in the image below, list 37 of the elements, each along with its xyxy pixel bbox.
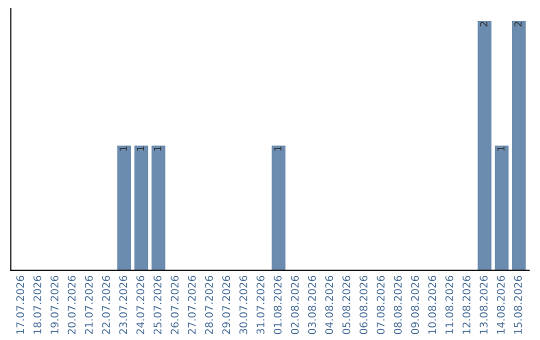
data-label: 2 bbox=[514, 22, 522, 26]
x-tick-label: 17.07.2026 bbox=[16, 276, 24, 334]
x-tick-label: 25.07.2026 bbox=[154, 276, 162, 334]
x-tick-label: 23.07.2026 bbox=[119, 276, 128, 334]
data-label: 1 bbox=[274, 146, 282, 151]
x-tick-label: 02.08.2026 bbox=[290, 276, 299, 334]
x-tick-label: 24.07.2026 bbox=[136, 276, 144, 334]
x-tick-label: 04.08.2026 bbox=[325, 276, 334, 334]
x-tick-label: 27.07.2026 bbox=[188, 276, 196, 334]
x-tick-label: 26.07.2026 bbox=[170, 276, 179, 334]
x-tick-label: 07.08.2026 bbox=[376, 276, 385, 334]
x-tick-label: 18.07.2026 bbox=[33, 276, 42, 334]
data-label: 1 bbox=[497, 146, 504, 151]
x-tick-label: 30.07.2026 bbox=[239, 276, 248, 334]
x-tick-label: 29.07.2026 bbox=[222, 276, 230, 334]
data-label: 1 bbox=[154, 146, 162, 151]
x-tick-label: 21.07.2026 bbox=[84, 276, 93, 334]
x-tick-label: 05.08.2026 bbox=[342, 276, 350, 334]
data-label: 1 bbox=[120, 146, 127, 151]
x-tick-label: 31.07.2026 bbox=[256, 276, 264, 334]
x-tick-label: 22.07.2026 bbox=[102, 276, 110, 334]
x-tick-label: 09.08.2026 bbox=[411, 276, 419, 334]
x-tick-label: 28.07.2026 bbox=[205, 276, 213, 334]
x-tick-label: 10.08.2026 bbox=[428, 276, 436, 334]
x-tick-label: 20.07.2026 bbox=[68, 276, 76, 334]
data-label: 2 bbox=[480, 22, 488, 26]
x-tick-label: 19.07.2026 bbox=[50, 276, 58, 334]
x-tick-label: 08.08.2026 bbox=[394, 276, 402, 334]
x-tick-label: 03.08.2026 bbox=[308, 276, 316, 334]
x-tick-label: 12.08.2026 bbox=[462, 276, 470, 334]
x-tick-label: 14.08.2026 bbox=[496, 276, 505, 334]
x-tick-label: 01.08.2026 bbox=[274, 276, 282, 334]
data-label: 1 bbox=[136, 146, 144, 151]
x-tick-label: 06.08.2026 bbox=[360, 276, 368, 334]
x-tick-label: 11.08.2026 bbox=[445, 276, 454, 334]
x-tick-label: 13.08.2026 bbox=[480, 276, 488, 334]
x-tick-label: 15.08.2026 bbox=[514, 276, 522, 334]
